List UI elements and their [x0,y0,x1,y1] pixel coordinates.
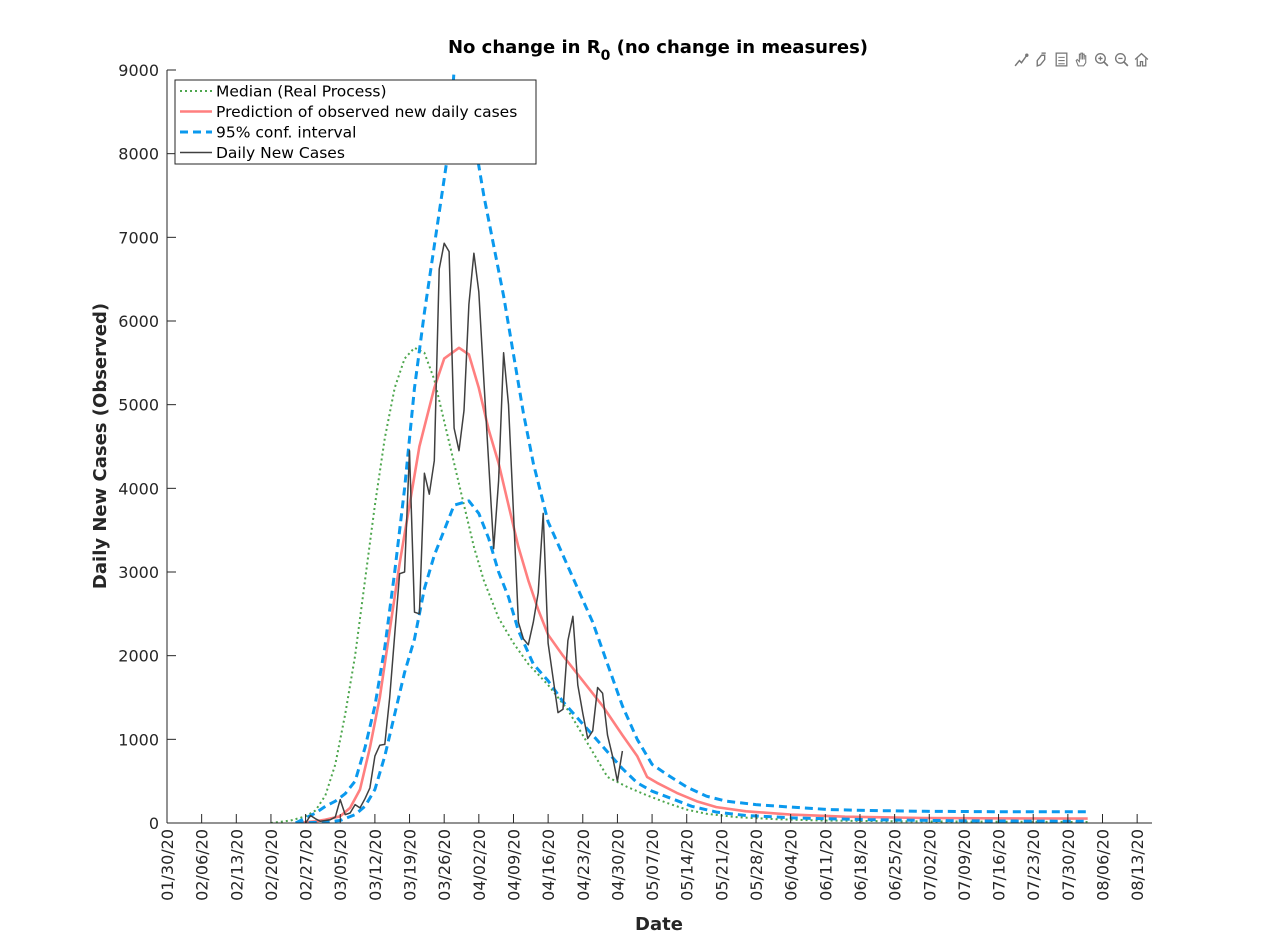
titles: No change in R0 (no change in measures) D… [90,37,868,935]
figure-toolbar [1012,48,1151,70]
chart-title: No change in R0 (no change in measures) [448,37,868,64]
y-axis-label: Daily New Cases (Observed) [90,303,111,589]
x-tick-label: 03/12/20 [366,829,385,901]
x-tick-label: 08/06/20 [1094,829,1113,901]
x-tick-label: 04/16/20 [539,829,558,901]
x-tick-label: 04/02/20 [470,829,489,901]
legend-label: Daily New Cases [216,144,345,162]
legend-box [174,79,537,165]
y-tick-label: 3000 [118,563,159,582]
x-tick-label: 05/14/20 [678,829,697,901]
axes [166,70,1152,824]
x-tick-label: 06/25/20 [886,829,905,901]
x-tick-label: 07/02/20 [920,829,939,901]
x-tick-label: 02/06/20 [193,829,212,901]
zoom-in-icon[interactable] [1092,49,1111,69]
series-line-4 [295,499,1088,823]
x-tick-label: 07/09/20 [955,829,974,901]
plot-area [167,70,1152,823]
legend-label: 95% conf. interval [216,124,356,142]
legend-icon[interactable] [1052,49,1071,69]
data-cursor-icon[interactable] [1012,49,1031,69]
x-tick-label: 08/13/20 [1128,829,1147,901]
legend-label: Prediction of observed new daily cases [216,103,517,121]
y-tick-label: 2000 [118,647,159,666]
brush-icon[interactable] [1032,49,1051,69]
x-tick-label: 07/16/20 [990,829,1009,901]
series-line-5 [304,242,624,823]
series-line-2 [295,70,456,823]
series-line-0 [270,346,1088,823]
x-tick-label: 06/04/20 [782,829,801,901]
legend: Median (Real Process) Prediction of obser… [174,79,537,165]
y-tick-label: 5000 [118,396,159,415]
x-tick-label: 04/09/20 [504,829,523,901]
x-tick-label: 05/28/20 [747,829,766,901]
y-tick-label: 9000 [118,61,159,80]
x-tick-label: 05/07/20 [643,829,662,901]
y-tick-label: 6000 [118,312,159,331]
series-line-3 [472,136,1088,814]
x-tick-label: 07/30/20 [1059,829,1078,901]
x-axis-label: Date [635,914,683,935]
legend-label: Median (Real Process) [216,83,387,101]
y-tick-label: 0 [149,814,159,833]
x-tick-label: 06/18/20 [851,829,870,901]
x-tick-label: 07/23/20 [1024,829,1043,901]
x-tick-label: 06/11/20 [816,829,835,901]
y-tick-label: 7000 [118,228,159,247]
x-tick-label: 04/30/20 [608,829,627,901]
x-tick-label: 02/27/20 [297,829,316,901]
y-tick-label: 8000 [118,145,159,164]
x-tick-label: 02/20/20 [262,829,281,901]
plot-background [167,70,1152,823]
x-tick-label: 03/26/20 [435,829,454,901]
x-tick-label: 04/23/20 [574,829,593,901]
x-tick-label: 05/21/20 [712,829,731,901]
home-icon[interactable] [1132,49,1151,69]
zoom-out-icon[interactable] [1112,49,1131,69]
y-tick-label: 1000 [118,730,159,749]
x-tick-label: 01/30/20 [158,829,177,901]
x-tick-label: 03/19/20 [401,829,420,901]
ticks: 0 1000 2000 3000 4000 5000 6000 7000 8000 9000 01/… [118,61,1147,901]
pan-icon[interactable] [1072,49,1091,69]
x-tick-label: 03/05/20 [331,829,350,901]
y-tick-label: 4000 [118,479,159,498]
x-tick-label: 02/13/20 [227,829,246,901]
